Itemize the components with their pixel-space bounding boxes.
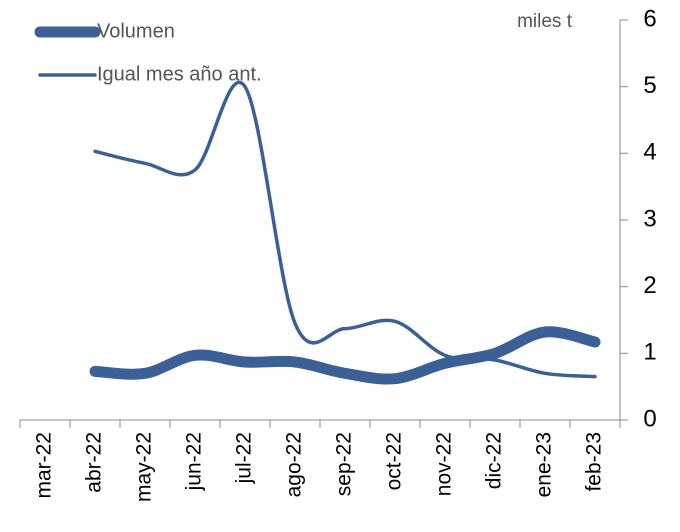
legend-label: Volumen — [97, 20, 175, 42]
x-tick-label: feb-23 — [583, 432, 606, 492]
y-tick-label: 2 — [643, 272, 656, 299]
y-tick-label: 3 — [643, 205, 656, 232]
x-tick-label: sep-22 — [333, 432, 356, 496]
line-series — [93, 81, 597, 379]
x-tick-label: jun-22 — [183, 432, 206, 491]
x-tick-label: ago-22 — [283, 432, 306, 497]
y-tick-label: 5 — [643, 72, 656, 99]
x-tick-label: ene-23 — [533, 432, 556, 497]
axis-label: miles t — [517, 11, 573, 32]
x-tick-label: abr-22 — [83, 432, 106, 493]
x-tick-label: oct-22 — [383, 432, 406, 490]
y-tick-label: 1 — [643, 339, 656, 366]
x-tick-label: mar-22 — [33, 432, 56, 499]
legend-label: Igual mes año ant. — [97, 63, 262, 85]
y-tick-label: 4 — [643, 139, 656, 166]
x-tick-label: dic-22 — [483, 432, 506, 489]
y-tick-label: 0 — [643, 405, 656, 432]
x-tick-label: jul-22 — [233, 432, 256, 484]
x-tick-label: may-22 — [133, 432, 156, 502]
y-tick-label: 6 — [643, 5, 656, 32]
x-tick-label: nov-22 — [433, 432, 456, 496]
line-series — [89, 326, 601, 385]
